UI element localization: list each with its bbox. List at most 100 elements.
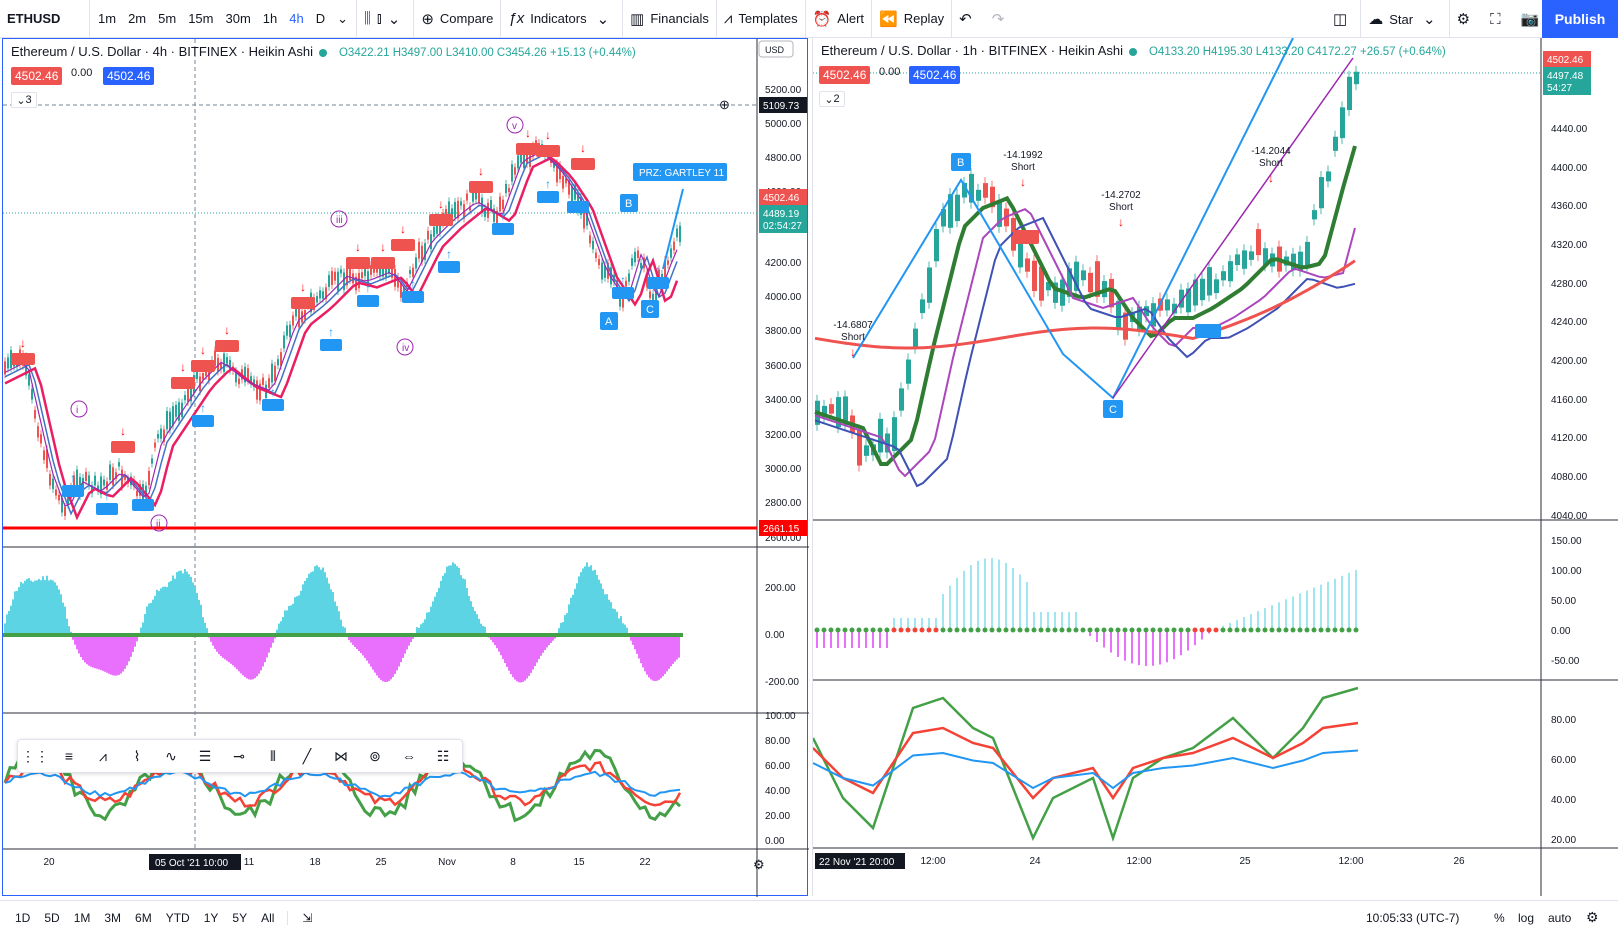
candle-body [427, 230, 429, 240]
left-chart-ohlc: O3422.21 H3497.00 L3410.00 C3454.26 +15.… [338, 47, 636, 59]
trade-side-label: Short [1011, 162, 1035, 173]
fullscreen-button[interactable]: ⛶ [1483, 0, 1514, 38]
symbol-search[interactable]: ETHUSD [0, 0, 90, 38]
rsi-line-blue [4, 770, 681, 798]
bar-chart-icon[interactable]: ⫼ [364, 10, 371, 27]
right-chart-pane[interactable]: 4520.004440.004400.004360.004320.004280.… [811, 37, 1618, 896]
ruler-icon[interactable]: ⇔ [402, 748, 416, 764]
range-5d[interactable]: 5D [44, 910, 60, 925]
auto-toggle[interactable]: auto [1548, 910, 1572, 925]
timeframe-15m[interactable]: 15m [188, 11, 214, 26]
candle-body [274, 365, 276, 382]
range-3m[interactable]: 3M [104, 910, 122, 925]
horizontal-ray-icon[interactable]: ⊸ [233, 747, 245, 764]
price-axis-label: 2600.00 [765, 533, 802, 544]
left-sell-button[interactable]: 4502.46 [11, 67, 63, 85]
range-1m[interactable]: 1M [73, 910, 91, 925]
candle-body [857, 430, 862, 466]
goto-date-icon[interactable]: ⇲ [287, 910, 319, 925]
timeframe-4h[interactable]: 4h [289, 11, 304, 26]
settings-lines-icon[interactable]: ☷ [436, 747, 450, 764]
left-chart-pane[interactable]: 5200.005000.004800.004600.004200.004000.… [2, 38, 809, 897]
candle-body [1137, 306, 1142, 331]
range-1y[interactable]: 1Y [203, 910, 219, 925]
candle-body [475, 191, 477, 200]
range-6m[interactable]: 6M [135, 910, 152, 925]
right-sell-button[interactable]: 4502.46 [819, 66, 871, 84]
indicators-button[interactable]: ƒx Indicators ⌄ [501, 0, 624, 38]
trendline-icon[interactable]: ╱ [302, 747, 312, 764]
settings-button[interactable]: ⚙ [1450, 0, 1483, 38]
cloud-icon: ☁ [1368, 11, 1384, 28]
candle-body [394, 268, 396, 287]
candle-body [962, 182, 967, 198]
candle-body [340, 269, 342, 274]
snapshot-button[interactable]: 📷 [1514, 0, 1553, 38]
candle-body [1354, 71, 1359, 85]
compare-button[interactable]: ⊕ Compare [414, 0, 502, 38]
range-all[interactable]: All [261, 910, 275, 925]
log-toggle[interactable]: log [1518, 910, 1535, 925]
templates-label: Templates [738, 11, 798, 26]
candle-style-icon[interactable]: ⫾ [376, 10, 382, 27]
vertical-lines-icon[interactable]: ⦀ [269, 747, 277, 764]
candle-body [289, 324, 291, 338]
brush-icon[interactable]: ∿ [165, 747, 177, 764]
signal-dot [933, 627, 939, 633]
trade-pnl-label: -14.2702 [1101, 190, 1141, 201]
timeframe-2m[interactable]: 2m [128, 11, 147, 26]
templates-button[interactable]: ⩘ Templates [717, 0, 806, 38]
candle-body [1179, 289, 1184, 308]
undo-button[interactable]: ↶ [952, 0, 985, 38]
sell-signal [191, 360, 215, 372]
buy-signal [320, 339, 342, 351]
candle-body [364, 267, 366, 277]
publish-button[interactable]: Publish [1542, 0, 1618, 38]
pattern-icon[interactable]: ⋈ [334, 747, 348, 764]
right-indicator-collapse[interactable]: ⌄ 2 [819, 91, 845, 107]
timeframe-5m[interactable]: 5m [158, 11, 177, 26]
layout-icon: ◫ [1333, 11, 1348, 28]
scale-settings-icon[interactable]: ⚙ [1586, 909, 1599, 925]
candle-body [622, 297, 624, 308]
buy-signal [357, 295, 379, 307]
candle-body [556, 163, 558, 183]
lines-tool-icon[interactable]: ≡ [64, 748, 74, 764]
drag-handle-icon[interactable]: ⋮⋮ [21, 747, 49, 764]
last-price-label: 4502.46 [1547, 55, 1584, 66]
signal-dot [1206, 627, 1212, 633]
signal-dot [898, 627, 904, 633]
left-indicator-collapse[interactable]: ⌄ 3 [11, 92, 37, 108]
candle-body [1039, 266, 1044, 301]
range-ytd[interactable]: YTD [165, 910, 190, 925]
replay-button[interactable]: ⏪ Replay [872, 0, 953, 38]
timeframe-30m[interactable]: 30m [225, 11, 251, 26]
timeframe-1h[interactable]: 1h [262, 11, 278, 26]
clock[interactable]: 10:05:33 (UTC-7) [1366, 910, 1460, 925]
buy-arrow-icon: ↑ [500, 209, 506, 223]
right-buy-button[interactable]: 4502.46 [909, 66, 961, 84]
abc-pattern-icon[interactable]: ⩘ [99, 747, 107, 764]
timeframe-d[interactable]: D [315, 11, 326, 26]
redo-button[interactable]: ↷ [985, 0, 1018, 38]
timeframe-1m[interactable]: 1m [98, 11, 117, 26]
candle-body [1214, 279, 1219, 294]
alert-button[interactable]: ⏰ Alert [806, 0, 873, 38]
percent-toggle[interactable]: % [1494, 910, 1505, 925]
fib-icon[interactable]: ☰ [198, 747, 212, 764]
range-1d[interactable]: 1D [15, 910, 31, 925]
magnet-icon[interactable]: ⊚ [369, 747, 381, 764]
left-chart-canvas[interactable]: 5200.005000.004800.004600.004200.004000.… [3, 39, 809, 897]
chart-style-chevron-icon[interactable]: ⌄ [387, 10, 401, 28]
candle-body [148, 470, 150, 486]
buy-signal [62, 485, 84, 497]
layout-button[interactable]: ◫ [1326, 0, 1362, 38]
elliott-wave-icon[interactable]: ⌇ [133, 747, 141, 764]
price-axis-label: 3000.00 [765, 464, 802, 475]
right-chart-canvas[interactable]: 4520.004440.004400.004360.004320.004280.… [811, 37, 1618, 896]
left-buy-button[interactable]: 4502.46 [103, 67, 155, 85]
financials-button[interactable]: ▥ Financials [623, 0, 717, 38]
timeframe-dropdown-chevron-icon[interactable]: ⌄ [337, 10, 349, 26]
range-5y[interactable]: 5Y [232, 910, 248, 925]
star-button[interactable]: ☁ Star ⌄ [1361, 0, 1450, 38]
